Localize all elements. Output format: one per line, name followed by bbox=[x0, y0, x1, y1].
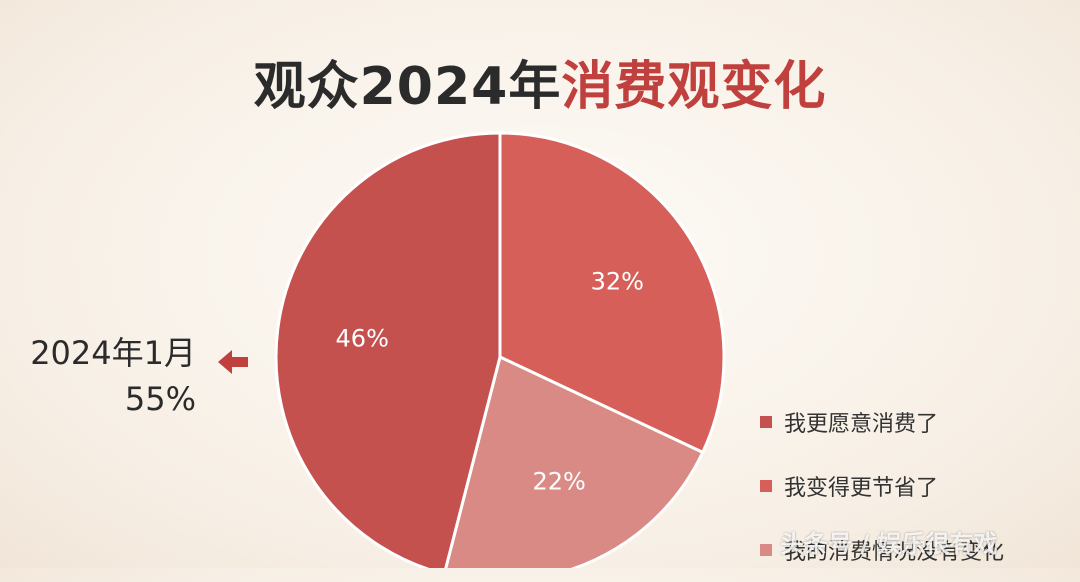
pie-slice bbox=[444, 354, 705, 568]
legend-label: 我更愿意消费了 bbox=[784, 412, 939, 437]
legend: 我更愿意消费了 我变得更节省了 我的消费情况没有变化 bbox=[760, 390, 1004, 582]
watermark: 头条号 / 娱乐很有戏 bbox=[780, 530, 998, 558]
legend-label: 我的消费情况没有变化 bbox=[784, 540, 1005, 565]
side-annotation: 2024年1月 55% bbox=[0, 330, 196, 422]
legend-item: 我的消费情况没有变化 bbox=[760, 518, 1004, 582]
pie-slice bbox=[274, 131, 502, 568]
pie-slice-label: 32% bbox=[591, 268, 644, 296]
side-annotation-date: 2024年1月 bbox=[30, 334, 196, 372]
legend-item: 我变得更节省了 bbox=[760, 454, 1004, 518]
pie-slice-label: 22% bbox=[532, 468, 585, 496]
pie-chart: 32% 22% 46% bbox=[274, 131, 726, 568]
pie-slice-label: 46% bbox=[336, 325, 389, 353]
chart-title: 观众2024年消费观变化 bbox=[0, 44, 1080, 119]
legend-label: 我变得更节省了 bbox=[784, 476, 939, 501]
legend-swatch bbox=[760, 480, 772, 492]
legend-item: 我更愿意消费了 bbox=[760, 390, 1004, 454]
left-arrow-icon bbox=[218, 350, 248, 374]
title-part2: 消费观变化 bbox=[561, 57, 827, 117]
legend-swatch bbox=[760, 416, 772, 428]
pie-slice bbox=[498, 131, 726, 455]
side-annotation-value: 55% bbox=[124, 380, 196, 418]
title-part1: 观众2024年 bbox=[253, 57, 562, 117]
legend-swatch bbox=[760, 544, 772, 556]
